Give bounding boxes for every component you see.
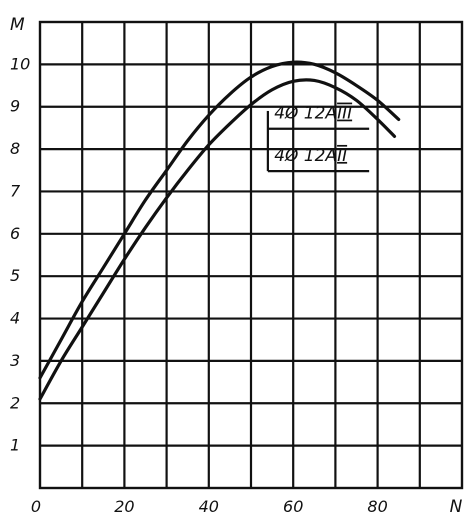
y-tick-label: 10 bbox=[10, 54, 30, 73]
series-line-2 bbox=[38, 78, 397, 401]
x-tick-label: 20 bbox=[114, 497, 134, 516]
labels: 1 2 3 4 5 6 7 8 9 10 0 20 40 60 80 M N bbox=[10, 15, 463, 517]
plot-frame bbox=[38, 20, 464, 490]
y-tick-label: 4 bbox=[10, 309, 20, 328]
y-tick-label: 7 bbox=[10, 181, 21, 200]
legend: 4Ø 12AIII 4Ø 12AII bbox=[266, 104, 370, 173]
grid bbox=[38, 20, 464, 490]
y-tick-label: 3 bbox=[10, 351, 20, 370]
legend-label-1: 4Ø 12AIII bbox=[274, 104, 352, 124]
y-tick-label: 9 bbox=[10, 97, 20, 116]
x-tick-label: 0 bbox=[31, 497, 41, 516]
legend-label-2: 4Ø 12AII bbox=[274, 146, 347, 166]
y-tick-label: 5 bbox=[10, 266, 20, 285]
x-tick-label: 80 bbox=[367, 497, 387, 516]
x-axis-label: N bbox=[450, 497, 463, 517]
x-tick-label: 60 bbox=[283, 497, 303, 516]
y-tick-label: 6 bbox=[10, 224, 20, 243]
y-tick-label: 8 bbox=[10, 139, 20, 158]
series-line-1 bbox=[38, 60, 401, 380]
y-tick-label: 2 bbox=[10, 393, 20, 412]
y-axis-label: M bbox=[10, 15, 25, 35]
x-tick-label: 40 bbox=[199, 497, 219, 516]
y-tick-label: 1 bbox=[10, 436, 20, 455]
curves bbox=[38, 60, 401, 401]
